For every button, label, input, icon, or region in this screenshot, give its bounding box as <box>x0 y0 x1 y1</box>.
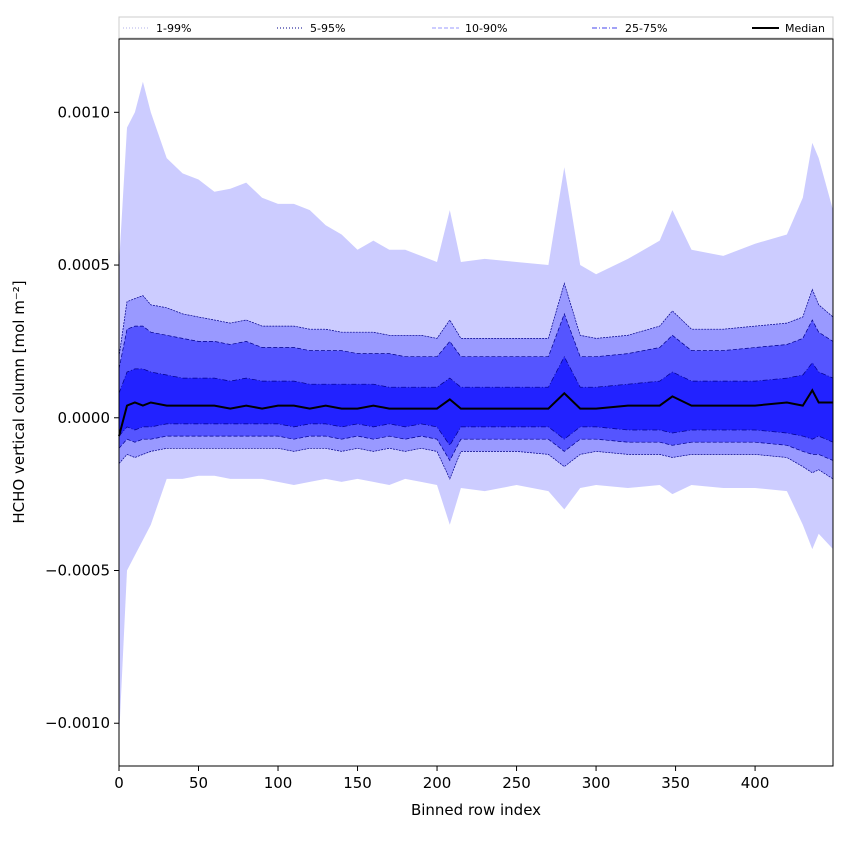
x-tick-label: 50 <box>189 774 208 792</box>
plot-frame <box>118 38 834 767</box>
x-tick-label: 100 <box>264 774 293 792</box>
band-25-75%-upper-line <box>118 355 834 394</box>
band-10-90%-upper-line <box>118 312 834 369</box>
legend-label: 10-90% <box>465 22 507 35</box>
legend-box <box>118 16 834 39</box>
band-10-90%-lower-line <box>118 435 834 462</box>
band-25-75%-area <box>119 356 833 446</box>
x-tick-label: 350 <box>661 774 690 792</box>
legend-label: 5-95% <box>310 22 345 35</box>
x-axis: 0 50 100 150 200 250 300 350 400 <box>114 766 769 792</box>
y-axis-label: HCHO vertical column [mol m⁻²] <box>10 280 28 523</box>
plot-area <box>118 81 834 739</box>
legend-label: Median <box>785 22 825 35</box>
median-line <box>118 388 833 437</box>
y-tick-label: −0.0005 <box>45 562 110 580</box>
y-tick-label: 0.0005 <box>58 256 111 274</box>
legend-label: 25-75% <box>625 22 667 35</box>
x-tick-label: 250 <box>502 774 531 792</box>
band-5-95%-upper-line <box>118 282 834 357</box>
x-tick-label: 300 <box>582 774 611 792</box>
x-tick-label: 400 <box>741 774 770 792</box>
y-tick-label: −0.0010 <box>45 714 110 732</box>
y-axis: −0.0010 −0.0005 0.0000 0.0005 0.0010 <box>45 103 119 732</box>
legend-label: 1-99% <box>156 22 191 35</box>
x-tick-label: 150 <box>343 774 372 792</box>
band-25-75%-lower-line <box>118 423 834 446</box>
y-tick-label: 0.0000 <box>58 409 111 427</box>
legend: 1-99% 5-95% 10-90% 25-75% Median <box>118 16 834 39</box>
y-tick-label: 0.0010 <box>58 103 111 121</box>
x-tick-label: 0 <box>114 774 124 792</box>
x-axis-label: Binned row index <box>411 801 541 819</box>
x-tick-label: 200 <box>423 774 452 792</box>
